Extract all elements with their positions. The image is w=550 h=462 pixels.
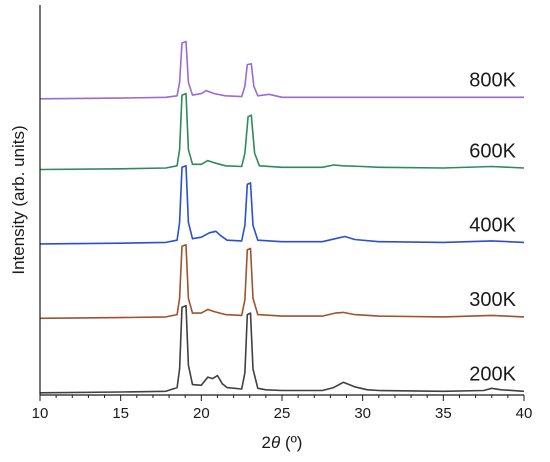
series-line-300K (39, 243, 525, 320)
x-ticks: 10 15 20 25 30 35 40 (32, 395, 533, 422)
series-layer (39, 40, 525, 394)
x-tick-label-15: 15 (112, 405, 129, 422)
series-label-400K: 400K (469, 215, 516, 237)
x-tick-label-10: 10 (32, 405, 49, 422)
axes-layer (39, 5, 524, 396)
x-axis-title-prefix: 2 (262, 433, 271, 452)
series-line-400K (39, 165, 525, 245)
series-label-300K: 300K (469, 289, 516, 311)
x-tick-label-30: 30 (354, 405, 371, 422)
series-labels: 200K 300K 400K 600K 800K (469, 70, 516, 386)
series-line-800K (39, 40, 524, 100)
x-axis-title-theta: θ (271, 433, 281, 452)
series-line-200K (39, 304, 525, 394)
series-label-800K: 800K (469, 70, 516, 92)
series-label-200K: 200K (469, 364, 516, 386)
x-axis-title: 2θ (º) (262, 433, 303, 452)
series-line-600K (39, 92, 525, 171)
x-tick-label-25: 25 (274, 405, 291, 422)
x-axis-title-suffix: (º) (280, 433, 302, 452)
y-axis-title: Intensity (arb. units) (9, 125, 28, 274)
x-tick-label-40: 40 (516, 405, 533, 422)
series-label-600K: 600K (469, 140, 516, 162)
x-tick-label-20: 20 (193, 405, 210, 422)
x-tick-label-35: 35 (435, 405, 452, 422)
